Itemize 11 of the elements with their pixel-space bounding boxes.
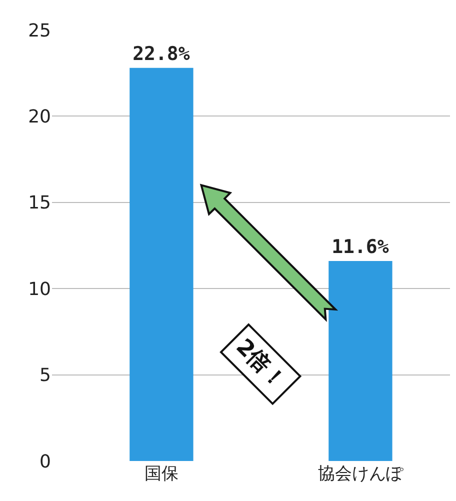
- y-tick-label: 10: [28, 278, 51, 300]
- y-tick-label: 15: [28, 192, 51, 214]
- data-label: 11.6%: [332, 236, 390, 258]
- y-tick-label: 25: [28, 20, 51, 42]
- x-tick-label: 協会けんぽ: [318, 464, 404, 484]
- y-tick-label: 20: [28, 106, 51, 128]
- data-label: 22.8%: [132, 42, 190, 65]
- annotation: 2倍！: [230, 334, 291, 394]
- y-tick-label: 0: [40, 451, 51, 472]
- x-tick-label: 国保: [144, 464, 178, 484]
- y-tick-label: 5: [40, 365, 51, 386]
